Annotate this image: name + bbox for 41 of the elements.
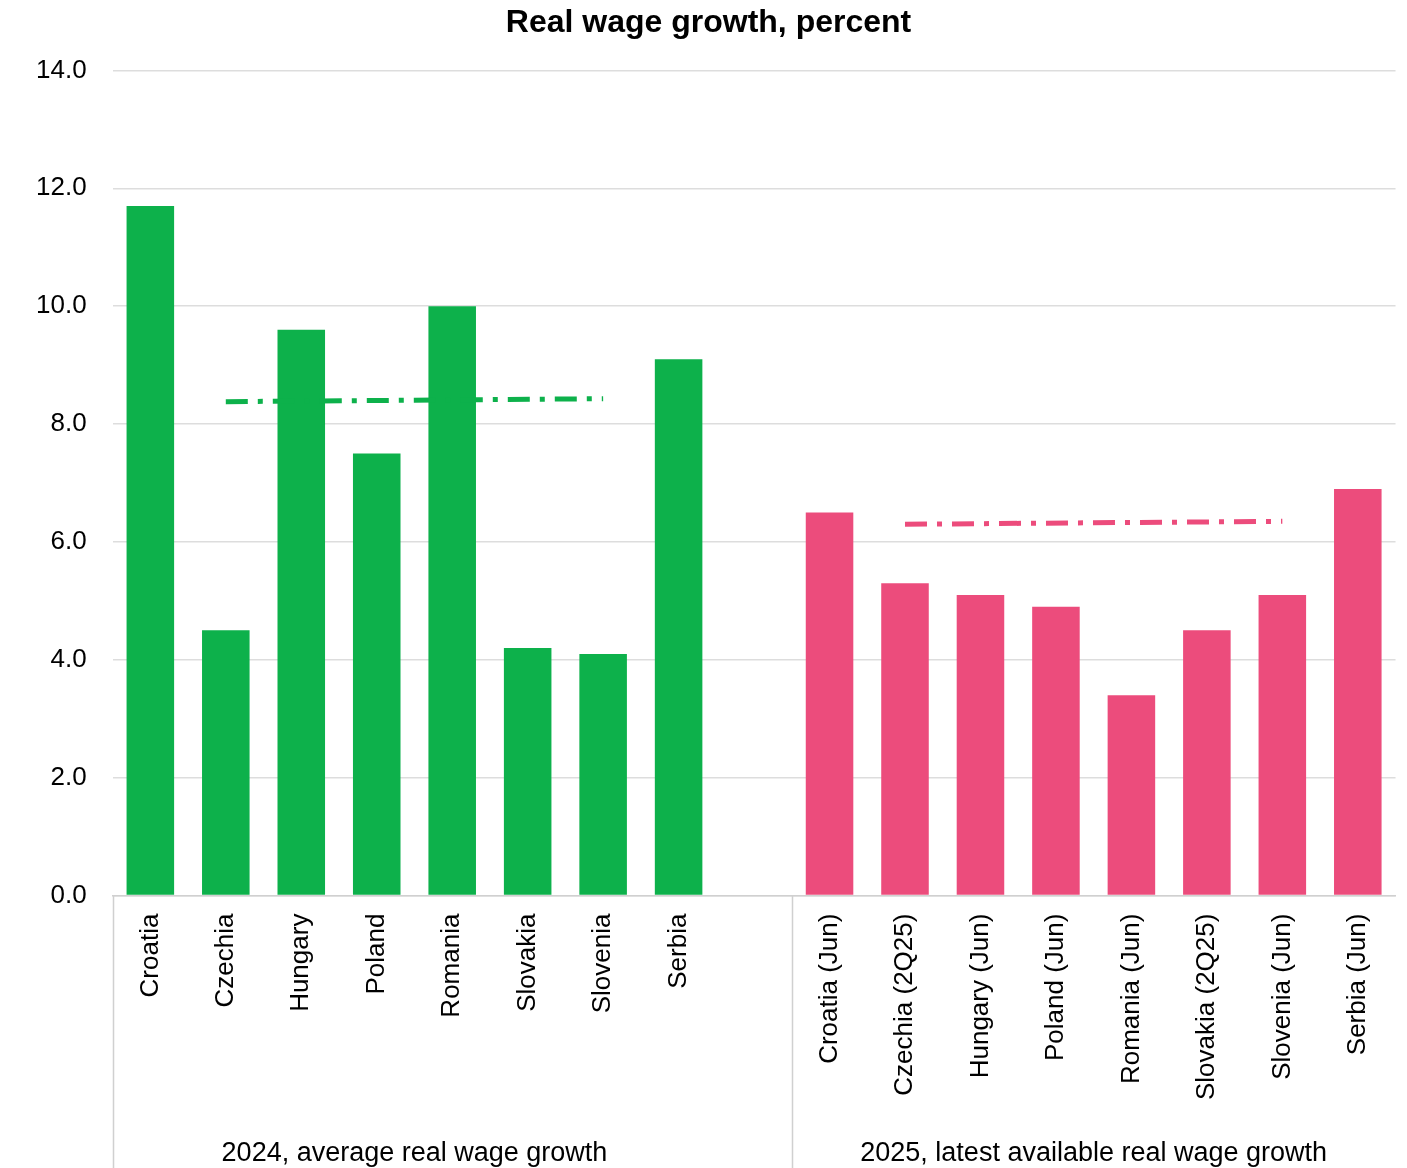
chart-title: Real wage growth, percent xyxy=(505,3,912,40)
bar xyxy=(352,453,401,895)
bar xyxy=(126,205,175,895)
y-tick-label: 6.0 xyxy=(50,525,87,556)
x-tick-label: Slovenia (Jun) xyxy=(1265,913,1296,1080)
y-tick-label: 2.0 xyxy=(50,760,87,791)
x-tick-label: Romania xyxy=(435,913,466,1018)
bar xyxy=(1334,488,1382,895)
x-tick-label: Slovenia xyxy=(586,913,617,1014)
bar xyxy=(805,512,854,895)
bar xyxy=(1107,695,1156,895)
x-tick-label: Hungary (Jun) xyxy=(963,913,994,1079)
y-tick-label: 0.0 xyxy=(50,878,87,909)
x-tick-label: Hungary xyxy=(284,913,315,1012)
x-tick-label: Romania (Jun) xyxy=(1114,913,1145,1085)
x-tick-label: Croatia xyxy=(133,913,164,998)
x-tick-label: Czechia (2Q25) xyxy=(888,913,919,1096)
bar xyxy=(202,630,250,895)
x-tick-label: Czechia xyxy=(208,913,239,1008)
text: 2024, average real wage growth xyxy=(221,1136,608,1167)
x-tick-label: Serbia xyxy=(661,913,692,989)
bar xyxy=(1258,594,1307,895)
y-tick-label: 14.0 xyxy=(35,53,87,84)
bar xyxy=(579,653,627,895)
y-tick-label: 12.0 xyxy=(35,171,87,202)
x-tick-label: Poland (Jun) xyxy=(1039,913,1070,1061)
bar xyxy=(956,594,1005,895)
x-tick-label: Slovakia xyxy=(510,913,541,1012)
x-tick-label: Serbia (Jun) xyxy=(1340,913,1371,1056)
x-tick-label: Slovakia (2Q25) xyxy=(1190,913,1221,1100)
bar xyxy=(881,583,929,895)
x-tick-label: Croatia (Jun) xyxy=(812,913,843,1064)
y-tick-label: 8.0 xyxy=(50,407,87,438)
y-tick-label: 4.0 xyxy=(50,642,87,673)
x-tick-label: Poland xyxy=(359,913,390,995)
bar xyxy=(1183,630,1231,895)
text: 2025, latest available real wage growth xyxy=(860,1136,1328,1167)
bar xyxy=(503,648,552,895)
y-tick-label: 10.0 xyxy=(35,289,87,320)
bar xyxy=(654,359,703,895)
bar xyxy=(1032,606,1080,895)
